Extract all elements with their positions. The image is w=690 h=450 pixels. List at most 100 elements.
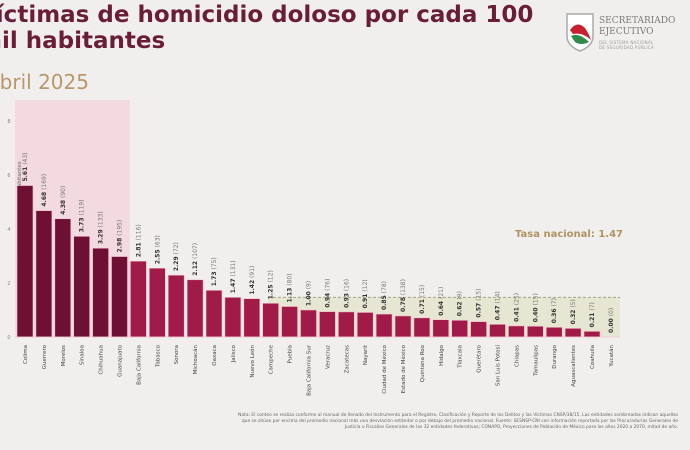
value-label: 0.47 (14) — [495, 291, 502, 320]
logo-line-1: SECRETARIADO — [599, 16, 676, 26]
bar-quintana-roo — [413, 317, 431, 338]
category-label: Guerrero — [42, 344, 48, 369]
value-label: 1.00 (9) — [306, 281, 313, 306]
bar-nuevo-león — [243, 298, 261, 338]
bar-durango — [545, 326, 563, 338]
logo-line-4: DE SEGURIDAD PÚBLICA — [599, 45, 655, 50]
category-label: Colima — [23, 345, 29, 364]
bar-tamaulipas — [526, 325, 544, 338]
category-label: Veracruz — [325, 345, 331, 369]
category-label: Coahuila — [590, 345, 596, 369]
y-tick-label: 4 — [7, 227, 10, 233]
y-tick-label: 8 — [7, 119, 10, 125]
value-label: 0.21 (7) — [589, 302, 596, 327]
value-label: 0.85 (78) — [381, 281, 388, 310]
value-label: 4.68 (169) — [41, 174, 48, 207]
logo-line-2: EJECUTIVO — [599, 27, 654, 37]
category-label: Campeche — [269, 344, 275, 374]
value-label: 0.36 (7) — [551, 298, 558, 323]
value-label: 3.73 (119) — [79, 199, 86, 232]
page-title: Víctimas de homicidio doloso por cada 10… — [0, 2, 534, 54]
bar-tlaxcala — [451, 319, 469, 338]
value-label: 2.81 (116) — [135, 224, 142, 257]
category-label: Guanajuato — [118, 344, 124, 377]
value-label: 0.78 (138) — [400, 279, 407, 312]
value-label: 4.38 (90) — [60, 186, 67, 215]
bar-colima — [16, 185, 34, 338]
bar-estado-de-méxico — [394, 315, 412, 338]
value-label: 0.32 (5) — [570, 299, 577, 324]
national-rate-label: Tasa nacional: 1.47 — [515, 229, 624, 240]
category-label: Durango — [552, 344, 558, 368]
value-label: 3.29 (133) — [98, 211, 105, 244]
value-label: 1.73 (75) — [211, 257, 218, 286]
bar-guanajuato — [111, 256, 128, 338]
value-label: 0.00 (0) — [608, 308, 615, 333]
bar-veracruz — [319, 311, 336, 338]
category-label: Morelos — [61, 345, 67, 367]
category-label: Baja California — [136, 345, 142, 385]
bar-zacatecas — [337, 311, 355, 338]
shield-icon — [566, 13, 594, 52]
bar-chihuahua — [92, 247, 109, 338]
value-label: 0.64 (21) — [438, 287, 445, 316]
y-tick-label: 6 — [7, 173, 10, 179]
category-label: Estado de México — [400, 344, 407, 393]
bar-chiapas — [508, 325, 525, 338]
logo-line-3: DEL SISTEMA NACIONAL — [599, 40, 654, 45]
category-label: Hidalgo — [439, 344, 445, 366]
y-tick-label: 2 — [7, 281, 10, 287]
value-label: 2.29 (72) — [173, 242, 180, 271]
category-label: Michoacán — [192, 344, 199, 374]
value-label: 0.71 (15) — [419, 285, 426, 314]
high-rate-band — [15, 100, 130, 337]
bar-guerrero — [35, 210, 53, 338]
category-label: Quintana Roo — [420, 344, 426, 382]
bar-puebla — [281, 306, 298, 338]
value-label: 1.13 (80) — [287, 273, 294, 302]
category-label: Querétaro — [476, 344, 483, 372]
bar-sonora — [167, 274, 185, 338]
bar-ciudad-de-méxico — [375, 313, 393, 338]
category-label: Oaxaca — [212, 345, 218, 366]
category-label: Sinaloa — [80, 345, 86, 365]
bar-oaxaca — [205, 289, 223, 338]
footnote: Nota: El conteo se realiza conforme al m… — [238, 413, 678, 430]
bar-tabasco — [149, 267, 166, 338]
category-label: Tlaxcala — [458, 345, 464, 369]
bar-morelos — [54, 218, 72, 338]
category-label: Chiapas — [514, 345, 520, 367]
bar-querétaro — [470, 321, 487, 338]
bar-jalisco — [224, 297, 242, 338]
bar-san-luis-potosí — [489, 324, 506, 338]
value-label: 2.98 (195) — [117, 220, 124, 253]
category-label: San Luis Potosí — [495, 345, 502, 387]
bar-sinaloa — [73, 235, 90, 338]
category-label: Jalisco — [231, 344, 237, 363]
value-label: 0.57 (15) — [476, 289, 483, 318]
category-label: Puebla — [288, 345, 294, 363]
y-tick-label: 0 — [7, 335, 10, 341]
bar-aguascalientes — [564, 328, 582, 338]
value-label: 0.93 (16) — [343, 279, 350, 308]
value-label: 0.41 (25) — [513, 293, 520, 322]
category-label: Sonora — [174, 345, 180, 364]
value-label: 0.94 (76) — [324, 279, 331, 308]
page-subtitle: Abril 2025 — [0, 70, 89, 94]
bar-baja-california-sur — [300, 309, 317, 338]
category-label: Aguascalientes — [571, 345, 577, 387]
secretariado-logo: SECRETARIADO EJECUTIVO DEL SISTEMA NACION… — [565, 12, 685, 56]
bar-michoacán — [186, 279, 204, 338]
value-label: 1.42 (91) — [249, 266, 256, 295]
category-label: Tamaulipas — [533, 345, 539, 377]
category-label: Nuevo León — [249, 344, 256, 377]
category-label: Chihuahua — [99, 345, 105, 375]
category-label: Baja California Sur — [307, 344, 313, 396]
value-label: 1.25 (12) — [268, 270, 275, 299]
value-label: 1.47 (131) — [230, 260, 237, 293]
category-label: Ciudad de México — [381, 344, 388, 393]
value-label: 0.40 (15) — [532, 293, 539, 322]
bar-baja-california — [130, 260, 147, 338]
bar-coahuila — [583, 331, 601, 338]
